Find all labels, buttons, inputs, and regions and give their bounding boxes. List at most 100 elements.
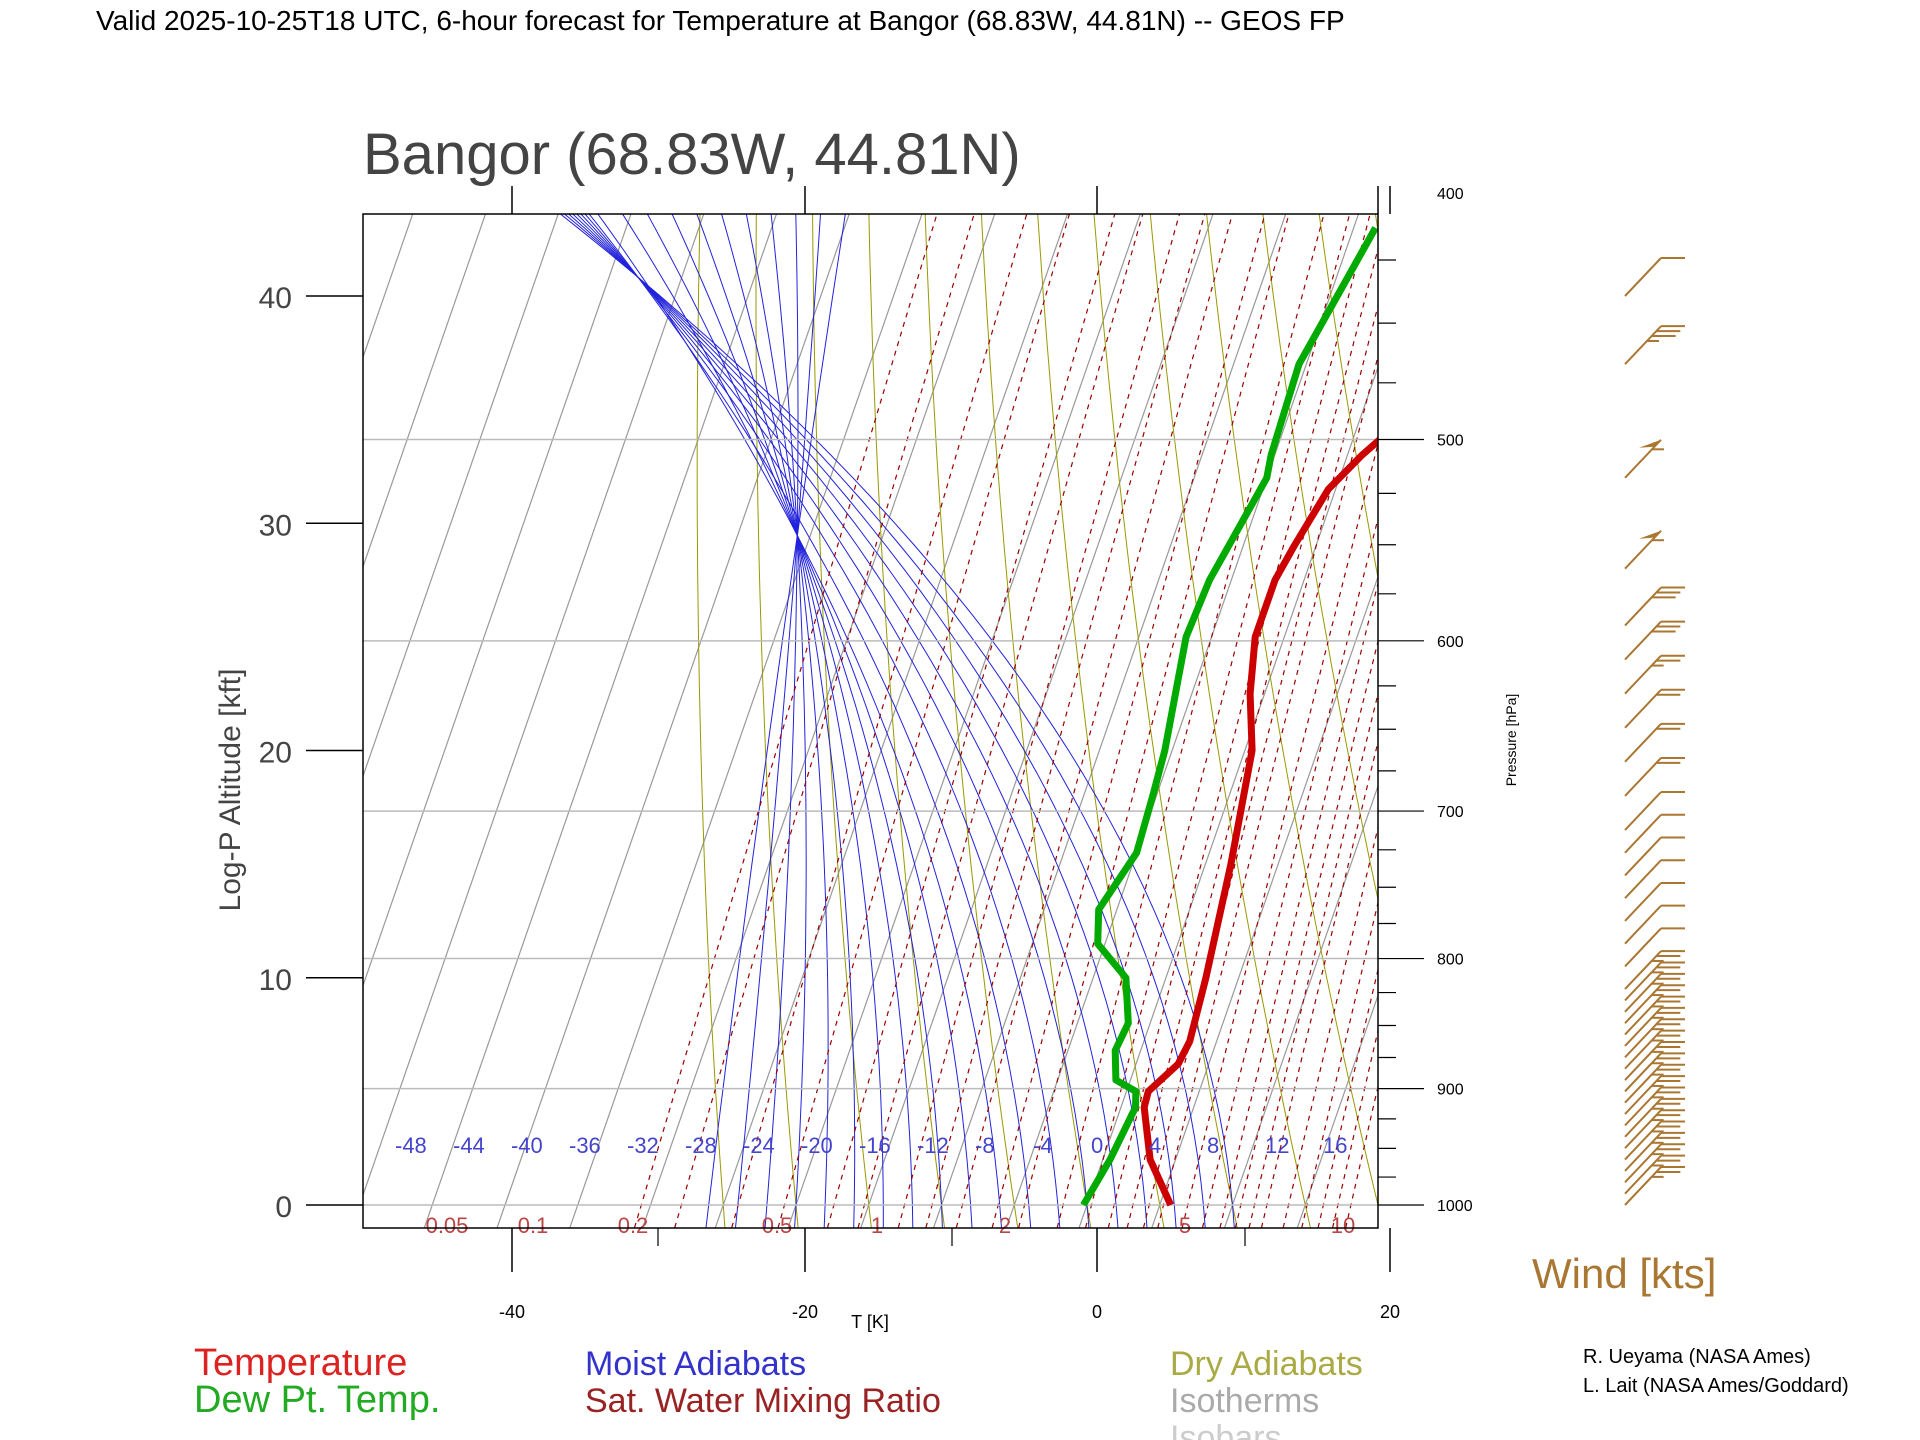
moist-adiabat-line	[646, 214, 943, 1228]
isotherm-line	[496, 214, 850, 1228]
x-axis-label: T [K]	[851, 1312, 889, 1332]
wind-barb-staff	[1624, 859, 1662, 899]
wind-barbs	[1624, 257, 1685, 1206]
wind-barb-staff	[1624, 586, 1662, 627]
mixing-ratio-line	[925, 214, 1206, 1228]
moist-adiabat-label: -4	[1033, 1133, 1053, 1158]
wind-barb-staff	[1624, 1018, 1662, 1058]
isotherm-line	[363, 214, 632, 988]
y-axis-label: Log-P Altitude [kft]	[214, 669, 247, 912]
wind-barb-staff	[1624, 950, 1662, 990]
moist-adiabat-line	[580, 214, 1090, 1228]
y-tick-label: 10	[259, 964, 292, 997]
moist-adiabat-label: -16	[859, 1133, 891, 1158]
isotherm-line	[1224, 784, 1378, 1228]
legend-item: Dew Pt. Temp.	[194, 1379, 440, 1421]
wind-barb-staff	[1624, 1029, 1662, 1070]
y-tick-label: 0	[275, 1191, 292, 1224]
wind-barb-flag	[1639, 439, 1661, 448]
legend-item: Sat. Water Mixing Ratio	[585, 1382, 941, 1420]
dry-adiabat-line	[1650, 182, 1920, 1227]
mixing-ratio-line	[674, 214, 975, 1228]
wind-barb-staff	[1624, 882, 1662, 922]
dry-adiabat-line	[1873, 182, 1920, 1227]
moist-adiabat-label: -28	[685, 1133, 717, 1158]
header-title: Valid 2025-10-25T18 UTC, 6-hour forecast…	[96, 5, 1345, 36]
dry-adiabat-line	[696, 214, 726, 1228]
wind-barb-staff	[1624, 1109, 1662, 1149]
isotherm-line	[714, 214, 1069, 1228]
mixing-ratio-line	[1085, 214, 1351, 1228]
moist-adiabat-label: -12	[917, 1133, 949, 1158]
dry-adiabat-line	[1037, 214, 1165, 1228]
wind-barb-staff	[1624, 1143, 1662, 1183]
mixing-ratio-line	[1234, 638, 1378, 1228]
moist-adiabat-line	[764, 214, 799, 1228]
credit-line-2: L. Lait (NASA Ames/Goddard)	[1583, 1375, 1849, 1397]
pressure-tick-label: 800	[1437, 952, 1464, 969]
pressure-tick-label: 1000	[1437, 1198, 1473, 1215]
pressure-tick-label: 700	[1437, 804, 1464, 821]
isotherm-line	[1151, 574, 1378, 1228]
moist-adiabat-label: 8	[1207, 1133, 1219, 1158]
mixing-ratio-label: 0.1	[518, 1213, 549, 1238]
dry-adiabat-line	[1817, 182, 1920, 1227]
mixing-ratio-line	[1018, 214, 1290, 1228]
dry-adiabat-line	[1538, 182, 1823, 1227]
isotherm-line	[1078, 365, 1378, 1228]
y-tick-label: 20	[259, 737, 292, 770]
y-tick-label: 40	[259, 282, 292, 315]
wind-barb-staff	[1624, 814, 1662, 854]
wind-barb-staff	[1624, 995, 1662, 1036]
dry-adiabat-line	[1482, 182, 1749, 1227]
isotherm-line	[1296, 993, 1378, 1228]
mixing-ratio-line	[1332, 1027, 1378, 1228]
legend-item: Isobars	[1170, 1419, 1282, 1440]
chart-title: Bangor (68.83W, 44.81N)	[363, 122, 1021, 187]
wind-barb-staff	[1624, 689, 1662, 729]
pressure-tick-label: 900	[1437, 1082, 1464, 1099]
isotherm-line	[0, 182, 351, 1227]
moist-adiabat-label: -40	[511, 1133, 543, 1158]
mixing-ratio-label: 5	[1179, 1213, 1191, 1238]
plot-frame	[362, 213, 1379, 1229]
moist-adiabat-label: -8	[975, 1133, 995, 1158]
mixing-ratio-line	[1345, 1083, 1378, 1228]
mixing-ratio-line	[1056, 214, 1325, 1228]
wind-barb-staff	[1624, 904, 1662, 945]
mixing-ratio-label: 1	[871, 1213, 883, 1238]
isotherm-line	[787, 214, 1141, 1228]
dry-adiabat-line	[1262, 214, 1378, 902]
wind-barb-staff	[1624, 961, 1662, 1002]
dry-adiabat-line	[924, 214, 1019, 1228]
moist-adiabat-line	[696, 214, 884, 1228]
mixing-ratio-line	[897, 214, 1181, 1228]
moist-adiabat-label: -32	[627, 1133, 659, 1158]
wind-barb-flag	[1639, 530, 1661, 539]
wind-barb-staff	[1624, 984, 1662, 1024]
moist-adiabat-label: -36	[569, 1133, 601, 1158]
wind-barb-staff	[1624, 973, 1662, 1013]
dry-adiabat-line	[1318, 214, 1378, 581]
moist-adiabat-label: -24	[743, 1133, 775, 1158]
isotherm-line	[363, 214, 705, 1197]
mixing-ratio-line	[991, 214, 1266, 1228]
moist-adiabat-line	[735, 214, 822, 1228]
pressure-axis-label: Pressure [hPa]	[1503, 694, 1519, 787]
wind-barb-staff	[1624, 723, 1662, 763]
dry-adiabat-line	[1093, 214, 1238, 1228]
mixing-ratio-line	[1317, 967, 1378, 1228]
mixing-ratio-line	[1282, 824, 1378, 1228]
wind-barb-staff	[1624, 654, 1662, 695]
moist-adiabat-line	[671, 214, 914, 1228]
mixing-ratio-label: 0.2	[618, 1213, 649, 1238]
moist-adiabat-line	[721, 214, 856, 1228]
wind-barb-staff	[1624, 1120, 1662, 1161]
mixing-ratio-line	[1219, 580, 1378, 1228]
isotherm-line	[363, 214, 559, 778]
dry-adiabat-line	[1206, 214, 1378, 1208]
dry-adiabat-line	[755, 214, 799, 1228]
x-tick-label: 20	[1380, 1302, 1400, 1322]
moist-adiabat-line	[563, 214, 1206, 1228]
